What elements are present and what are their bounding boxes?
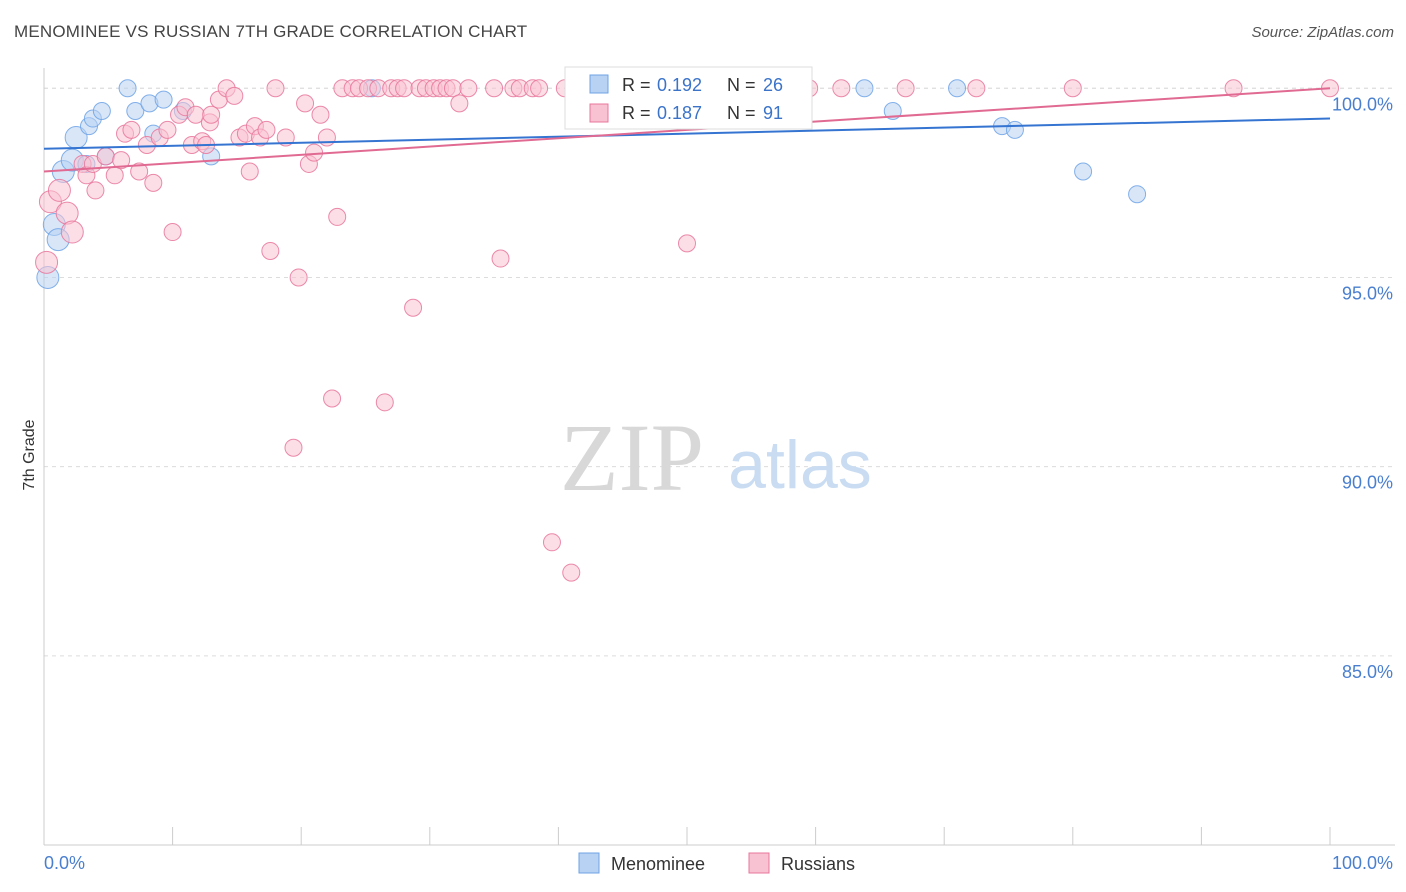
point-russians <box>450 94 469 113</box>
point-russians <box>266 79 285 98</box>
point-menominee <box>948 79 967 98</box>
point-russians <box>896 79 915 98</box>
point-russians <box>96 147 115 166</box>
correlation-legend: R = 0.192 N = 26 R = 0.187 N = 91 <box>564 66 813 130</box>
legend-r-label-1: R = <box>622 75 651 95</box>
legend-swatch-russians <box>589 103 609 123</box>
point-menominee <box>1128 185 1147 204</box>
point-russians <box>1063 79 1082 98</box>
point-russians <box>47 178 71 202</box>
series-legend: Menominee Russians <box>578 852 855 874</box>
legend-n-value-1: 26 <box>763 75 783 95</box>
point-menominee <box>883 101 902 120</box>
point-russians <box>86 181 105 200</box>
chart-title: MENOMINEE VS RUSSIAN 7TH GRADE CORRELATI… <box>14 22 528 41</box>
point-russians <box>311 105 330 124</box>
point-russians <box>284 438 303 457</box>
legend-n-value-2: 91 <box>763 103 783 123</box>
watermark-zip: ZIP <box>560 404 704 511</box>
point-russians <box>328 207 347 226</box>
point-russians <box>459 79 478 98</box>
point-russians <box>158 120 177 139</box>
point-russians <box>163 223 182 242</box>
axes <box>43 68 1395 846</box>
trend-lines <box>43 87 1331 173</box>
y-tick-label: 95.0% <box>1342 283 1393 303</box>
point-russians <box>289 268 308 287</box>
point-russians <box>395 79 414 98</box>
point-russians <box>375 393 394 412</box>
point-russians <box>122 120 141 139</box>
point-menominee <box>855 79 874 98</box>
x-tick-label: 100.0% <box>1332 853 1393 873</box>
point-russians <box>240 162 259 181</box>
source-label: Source: ZipAtlas.com <box>1251 24 1394 41</box>
point-menominee <box>1074 162 1093 181</box>
data-points <box>35 79 1339 582</box>
legend-swatch-menominee <box>589 74 609 94</box>
point-menominee <box>154 90 173 109</box>
point-russians <box>305 143 324 162</box>
y-tick-label: 85.0% <box>1342 662 1393 682</box>
legend-swatch-bottom-russians <box>748 852 770 874</box>
point-russians <box>967 79 986 98</box>
point-russians <box>323 389 342 408</box>
trend-line-russians <box>43 87 1331 173</box>
point-menominee <box>118 79 137 98</box>
point-russians <box>1224 79 1243 98</box>
point-russians <box>144 173 163 192</box>
point-russians <box>530 79 549 98</box>
point-russians <box>485 79 504 98</box>
point-russians <box>261 241 280 260</box>
point-russians <box>562 563 581 582</box>
point-russians <box>202 105 221 124</box>
point-russians <box>225 86 244 105</box>
point-russians <box>276 128 295 147</box>
legend-n-label-2: N = <box>727 103 756 123</box>
point-russians <box>112 151 131 170</box>
point-russians <box>60 220 84 244</box>
legend-r-value-2: 0.187 <box>657 103 702 123</box>
watermark-atlas: atlas <box>728 427 872 503</box>
point-russians <box>296 94 315 113</box>
legend-swatch-bottom-menominee <box>578 852 600 874</box>
trend-line-menominee <box>43 117 1331 150</box>
legend-r-value-1: 0.192 <box>657 75 702 95</box>
point-russians <box>542 533 561 552</box>
y-tick-label: 100.0% <box>1332 94 1393 114</box>
point-russians <box>443 79 462 98</box>
point-menominee <box>92 101 111 120</box>
x-tick-label: 0.0% <box>44 853 85 873</box>
point-russians <box>678 234 696 253</box>
y-axis-label: 7th Grade <box>21 419 38 490</box>
point-menominee <box>126 101 145 120</box>
point-russians <box>257 120 276 139</box>
point-russians <box>404 298 423 317</box>
y-tick-label: 90.0% <box>1342 473 1393 493</box>
watermark: ZIP atlas <box>560 404 872 511</box>
point-russians <box>105 166 124 185</box>
point-russians <box>317 128 336 147</box>
point-russians <box>491 249 510 268</box>
legend-r-label-2: R = <box>622 103 651 123</box>
point-menominee <box>1005 120 1024 139</box>
point-russians <box>55 201 79 225</box>
legend-n-label-1: N = <box>727 75 756 95</box>
legend-label-russians: Russians <box>781 854 855 874</box>
point-russians <box>130 162 149 181</box>
point-russians <box>832 79 851 98</box>
legend-label-menominee: Menominee <box>611 854 705 874</box>
tick-labels: 85.0% 90.0% 95.0% 100.0% 0.0% 100.0% <box>44 94 1393 873</box>
point-russians <box>35 250 59 274</box>
